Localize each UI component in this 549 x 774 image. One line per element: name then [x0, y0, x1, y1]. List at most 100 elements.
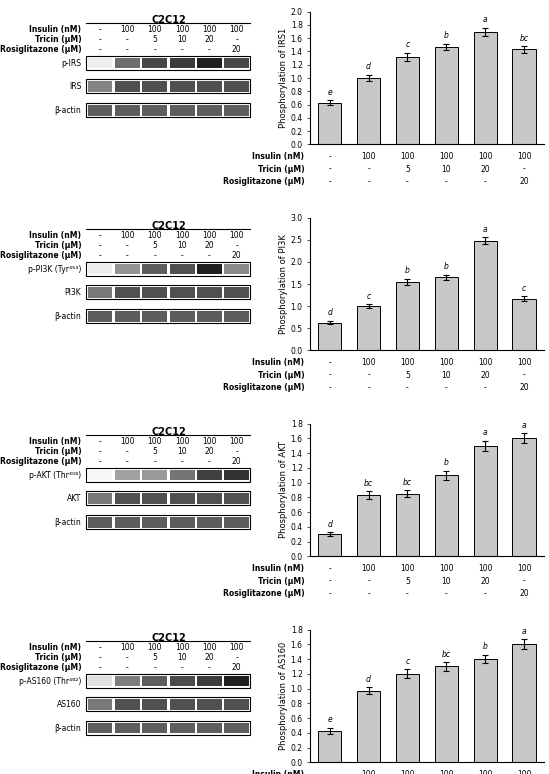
Text: e: e — [327, 715, 332, 724]
Text: 100: 100 — [517, 564, 531, 573]
Text: 100: 100 — [120, 643, 135, 652]
Text: -: - — [328, 577, 331, 585]
Text: -: - — [153, 663, 156, 672]
Bar — [318, 731, 341, 762]
Text: -: - — [484, 589, 486, 598]
Text: 100: 100 — [148, 643, 162, 652]
Text: Insulin (nM): Insulin (nM) — [253, 770, 304, 774]
Text: -: - — [99, 241, 102, 250]
Text: -: - — [153, 457, 156, 466]
Text: 100: 100 — [175, 231, 189, 240]
Text: -: - — [99, 231, 102, 240]
Bar — [357, 307, 380, 351]
Bar — [225, 264, 249, 274]
Text: -: - — [153, 251, 156, 260]
Bar — [512, 438, 536, 557]
Text: 5: 5 — [405, 577, 410, 585]
Bar — [87, 699, 113, 710]
Bar — [225, 311, 249, 321]
Bar — [86, 310, 250, 324]
Text: -: - — [367, 589, 370, 598]
Bar — [396, 57, 419, 145]
Bar — [87, 493, 113, 504]
Bar — [87, 287, 113, 298]
Text: -: - — [236, 653, 238, 662]
Text: 20: 20 — [232, 663, 242, 672]
Bar — [170, 493, 194, 504]
Text: 100: 100 — [202, 231, 217, 240]
Text: d: d — [366, 63, 371, 71]
Bar — [197, 287, 222, 298]
Bar — [512, 50, 536, 145]
Text: -: - — [99, 251, 102, 260]
Text: Insulin (nM): Insulin (nM) — [253, 564, 304, 573]
Text: Tricin (μM): Tricin (μM) — [35, 447, 81, 456]
Bar — [170, 470, 194, 481]
Text: -: - — [181, 251, 183, 260]
Text: 20: 20 — [480, 371, 490, 379]
Text: 5: 5 — [152, 653, 157, 662]
Text: Rosiglitazone (μM): Rosiglitazone (μM) — [0, 251, 81, 260]
Text: 5: 5 — [152, 241, 157, 250]
Text: 10: 10 — [441, 577, 451, 585]
Text: b: b — [444, 262, 449, 272]
Y-axis label: Phosphorylation of PI3K: Phosphorylation of PI3K — [279, 234, 288, 334]
Text: 5: 5 — [152, 447, 157, 456]
Text: 20: 20 — [232, 457, 242, 466]
Text: Insulin (nM): Insulin (nM) — [30, 25, 81, 34]
Text: 100: 100 — [175, 437, 189, 446]
Bar — [512, 644, 536, 762]
Text: b: b — [444, 31, 449, 40]
Bar — [197, 723, 222, 734]
Text: Rosiglitazone (μM): Rosiglitazone (μM) — [223, 177, 304, 187]
Text: a: a — [483, 428, 488, 437]
Text: 100: 100 — [400, 770, 414, 774]
Bar — [86, 515, 250, 529]
Text: c: c — [405, 40, 410, 50]
Text: -: - — [126, 653, 128, 662]
Text: AS160: AS160 — [57, 700, 81, 709]
Text: 100: 100 — [229, 437, 244, 446]
Bar — [142, 58, 167, 68]
Text: 10: 10 — [177, 241, 187, 250]
Bar — [142, 311, 167, 321]
Text: Insulin (nM): Insulin (nM) — [30, 437, 81, 446]
Text: c: c — [366, 292, 371, 300]
Bar — [86, 286, 250, 300]
Text: -: - — [126, 447, 128, 456]
Text: -: - — [328, 383, 331, 392]
Text: p-AS160 (Thr⁴⁶²): p-AS160 (Thr⁴⁶²) — [19, 676, 81, 686]
Text: e: e — [327, 87, 332, 97]
Text: -: - — [181, 45, 183, 54]
Text: -: - — [99, 457, 102, 466]
Text: PI3K: PI3K — [65, 288, 81, 296]
Bar — [225, 287, 249, 298]
Bar — [225, 517, 249, 528]
Text: -: - — [328, 358, 331, 367]
Text: a: a — [522, 421, 526, 430]
Bar — [170, 264, 194, 274]
Text: -: - — [236, 447, 238, 456]
Bar — [197, 470, 222, 481]
Text: 20: 20 — [519, 589, 529, 598]
Text: -: - — [367, 371, 370, 379]
Text: -: - — [523, 577, 525, 585]
Bar — [142, 493, 167, 504]
Bar — [115, 264, 140, 274]
Text: 100: 100 — [478, 770, 492, 774]
Bar — [197, 676, 222, 687]
Text: 100: 100 — [439, 152, 453, 161]
Text: b: b — [405, 266, 410, 276]
Bar — [225, 81, 249, 91]
Text: C2C12: C2C12 — [151, 427, 186, 437]
Text: 20: 20 — [480, 577, 490, 585]
Text: a: a — [522, 627, 526, 635]
Bar — [142, 264, 167, 274]
Bar — [512, 299, 536, 351]
Bar — [225, 699, 249, 710]
Bar — [474, 446, 497, 557]
Text: 10: 10 — [177, 447, 187, 456]
Text: a: a — [483, 224, 488, 234]
Text: Tricin (μM): Tricin (μM) — [258, 577, 304, 585]
Bar — [142, 517, 167, 528]
